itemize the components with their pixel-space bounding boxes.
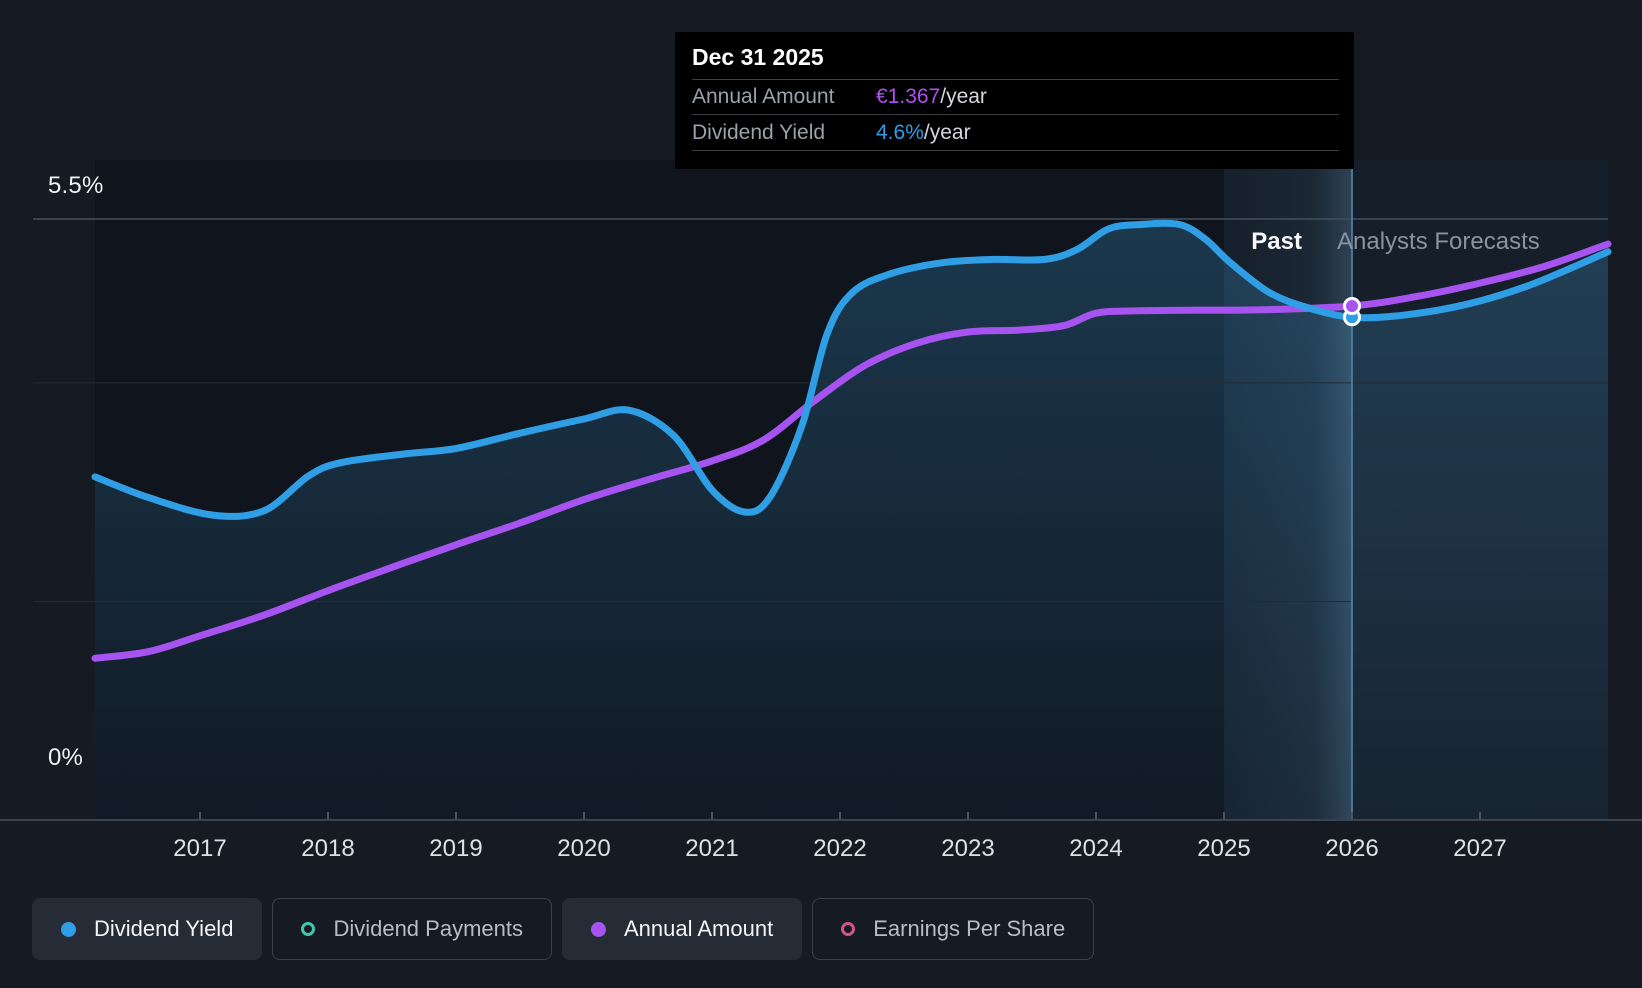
earnings-per-share-ring-icon xyxy=(841,922,856,936)
legend-annual-amount[interactable]: Annual Amount xyxy=(561,898,803,960)
legend-label: Dividend Yield xyxy=(94,916,234,941)
dividend-yield-dot-icon xyxy=(61,921,76,937)
legend-label: Dividend Payments xyxy=(333,916,523,941)
x-tick-label-2026: 2026 xyxy=(1325,835,1378,862)
tooltip-suffix: /year xyxy=(923,120,971,144)
tooltip-date: Dec 31 2025 xyxy=(692,44,824,70)
y-axis-min-label: 0% xyxy=(48,744,84,771)
tooltip-value: €1.367 xyxy=(876,85,941,108)
x-tick-label-2017: 2017 xyxy=(173,835,226,862)
tooltip-value: 4.6% xyxy=(876,120,924,144)
x-tick-label-2019: 2019 xyxy=(429,835,482,862)
dividend-yield-line xyxy=(91,219,1612,520)
tooltip-row-annual-amount: Annual Amount €1.367/year xyxy=(692,79,1339,114)
tooltip-label: Annual Amount xyxy=(692,85,835,108)
annual-amount-dot-icon xyxy=(590,921,606,937)
tooltip-row-dividend-yield: Dividend Yield 4.6%/year xyxy=(692,114,1339,151)
x-tick-label-2027: 2027 xyxy=(1453,835,1506,862)
x-tick-label-2023: 2023 xyxy=(941,835,994,862)
annual-amount-hover-dot[interactable] xyxy=(1343,297,1361,315)
y-axis-max-label: 5.5% xyxy=(48,172,104,199)
legend-label: Annual Amount xyxy=(623,916,774,941)
hover-tooltip: Dec 31 2025 Annual Amount €1.367/year Di… xyxy=(675,32,1354,169)
forecast-label: Analysts Forecasts xyxy=(1337,228,1540,255)
hover-year-band xyxy=(1224,160,1352,820)
tooltip-suffix: /year xyxy=(940,85,987,108)
x-tick-label-2022: 2022 xyxy=(813,835,866,862)
chart-legend: Dividend Yield Dividend Payments Annual … xyxy=(32,898,1095,960)
x-tick-label-2024: 2024 xyxy=(1069,835,1122,862)
dividend-payments-ring-icon xyxy=(301,922,316,936)
x-tick-label-2018: 2018 xyxy=(301,835,354,862)
annual-amount-line xyxy=(91,240,1612,662)
x-tick-label-2020: 2020 xyxy=(557,835,610,862)
past-label: Past xyxy=(1251,228,1302,255)
x-tick-label-2021: 2021 xyxy=(685,835,738,862)
x-tick-label-2025: 2025 xyxy=(1197,835,1250,862)
legend-dividend-payments[interactable]: Dividend Payments xyxy=(272,898,552,960)
tooltip-label: Dividend Yield xyxy=(692,120,826,144)
legend-label: Earnings Per Share xyxy=(873,916,1066,941)
legend-earnings-per-share[interactable]: Earnings Per Share xyxy=(812,898,1095,960)
legend-dividend-yield[interactable]: Dividend Yield xyxy=(32,898,263,960)
